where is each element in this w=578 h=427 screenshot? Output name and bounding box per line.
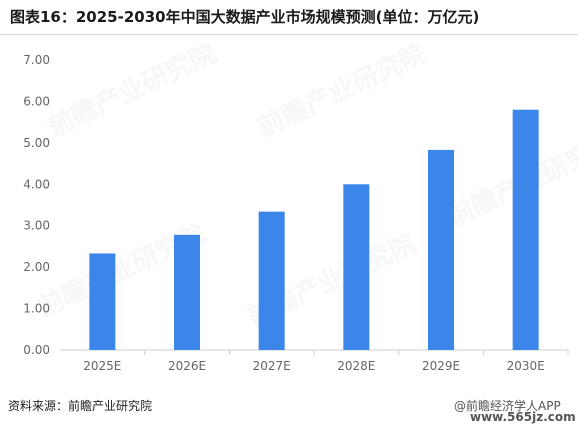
bar	[512, 109, 539, 350]
app-watermark: @前瞻经济学人APP	[454, 399, 561, 413]
title-divider	[0, 34, 578, 35]
x-tick-label: 2030E	[507, 359, 545, 373]
site-watermark: www.565jz.com	[470, 410, 576, 424]
bar	[258, 211, 285, 350]
x-tick-label: 2027E	[253, 359, 291, 373]
y-tick-label: 1.00	[23, 302, 50, 316]
y-tick-label: 0.00	[23, 343, 50, 357]
bar	[174, 234, 200, 350]
x-tick-label: 2028E	[337, 359, 375, 373]
y-tick-label: 6.00	[23, 94, 50, 108]
y-tick-label: 3.00	[23, 219, 50, 233]
x-tick-label: 2029E	[422, 359, 460, 373]
x-tick-label: 2025E	[83, 359, 121, 373]
chart-title: 图表16：2025-2030年中国大数据产业市场规模预测(单位：万亿元)	[10, 8, 480, 26]
y-tick-label: 2.00	[23, 260, 50, 274]
y-tick-label: 7.00	[23, 53, 50, 67]
source-note: 资料来源：前瞻产业研究院	[8, 399, 153, 413]
y-tick-label: 4.00	[23, 177, 50, 191]
bar	[343, 184, 370, 350]
x-tick-label: 2026E	[168, 359, 206, 373]
bar	[89, 253, 116, 350]
bar	[428, 149, 454, 350]
y-tick-label: 5.00	[23, 136, 50, 150]
